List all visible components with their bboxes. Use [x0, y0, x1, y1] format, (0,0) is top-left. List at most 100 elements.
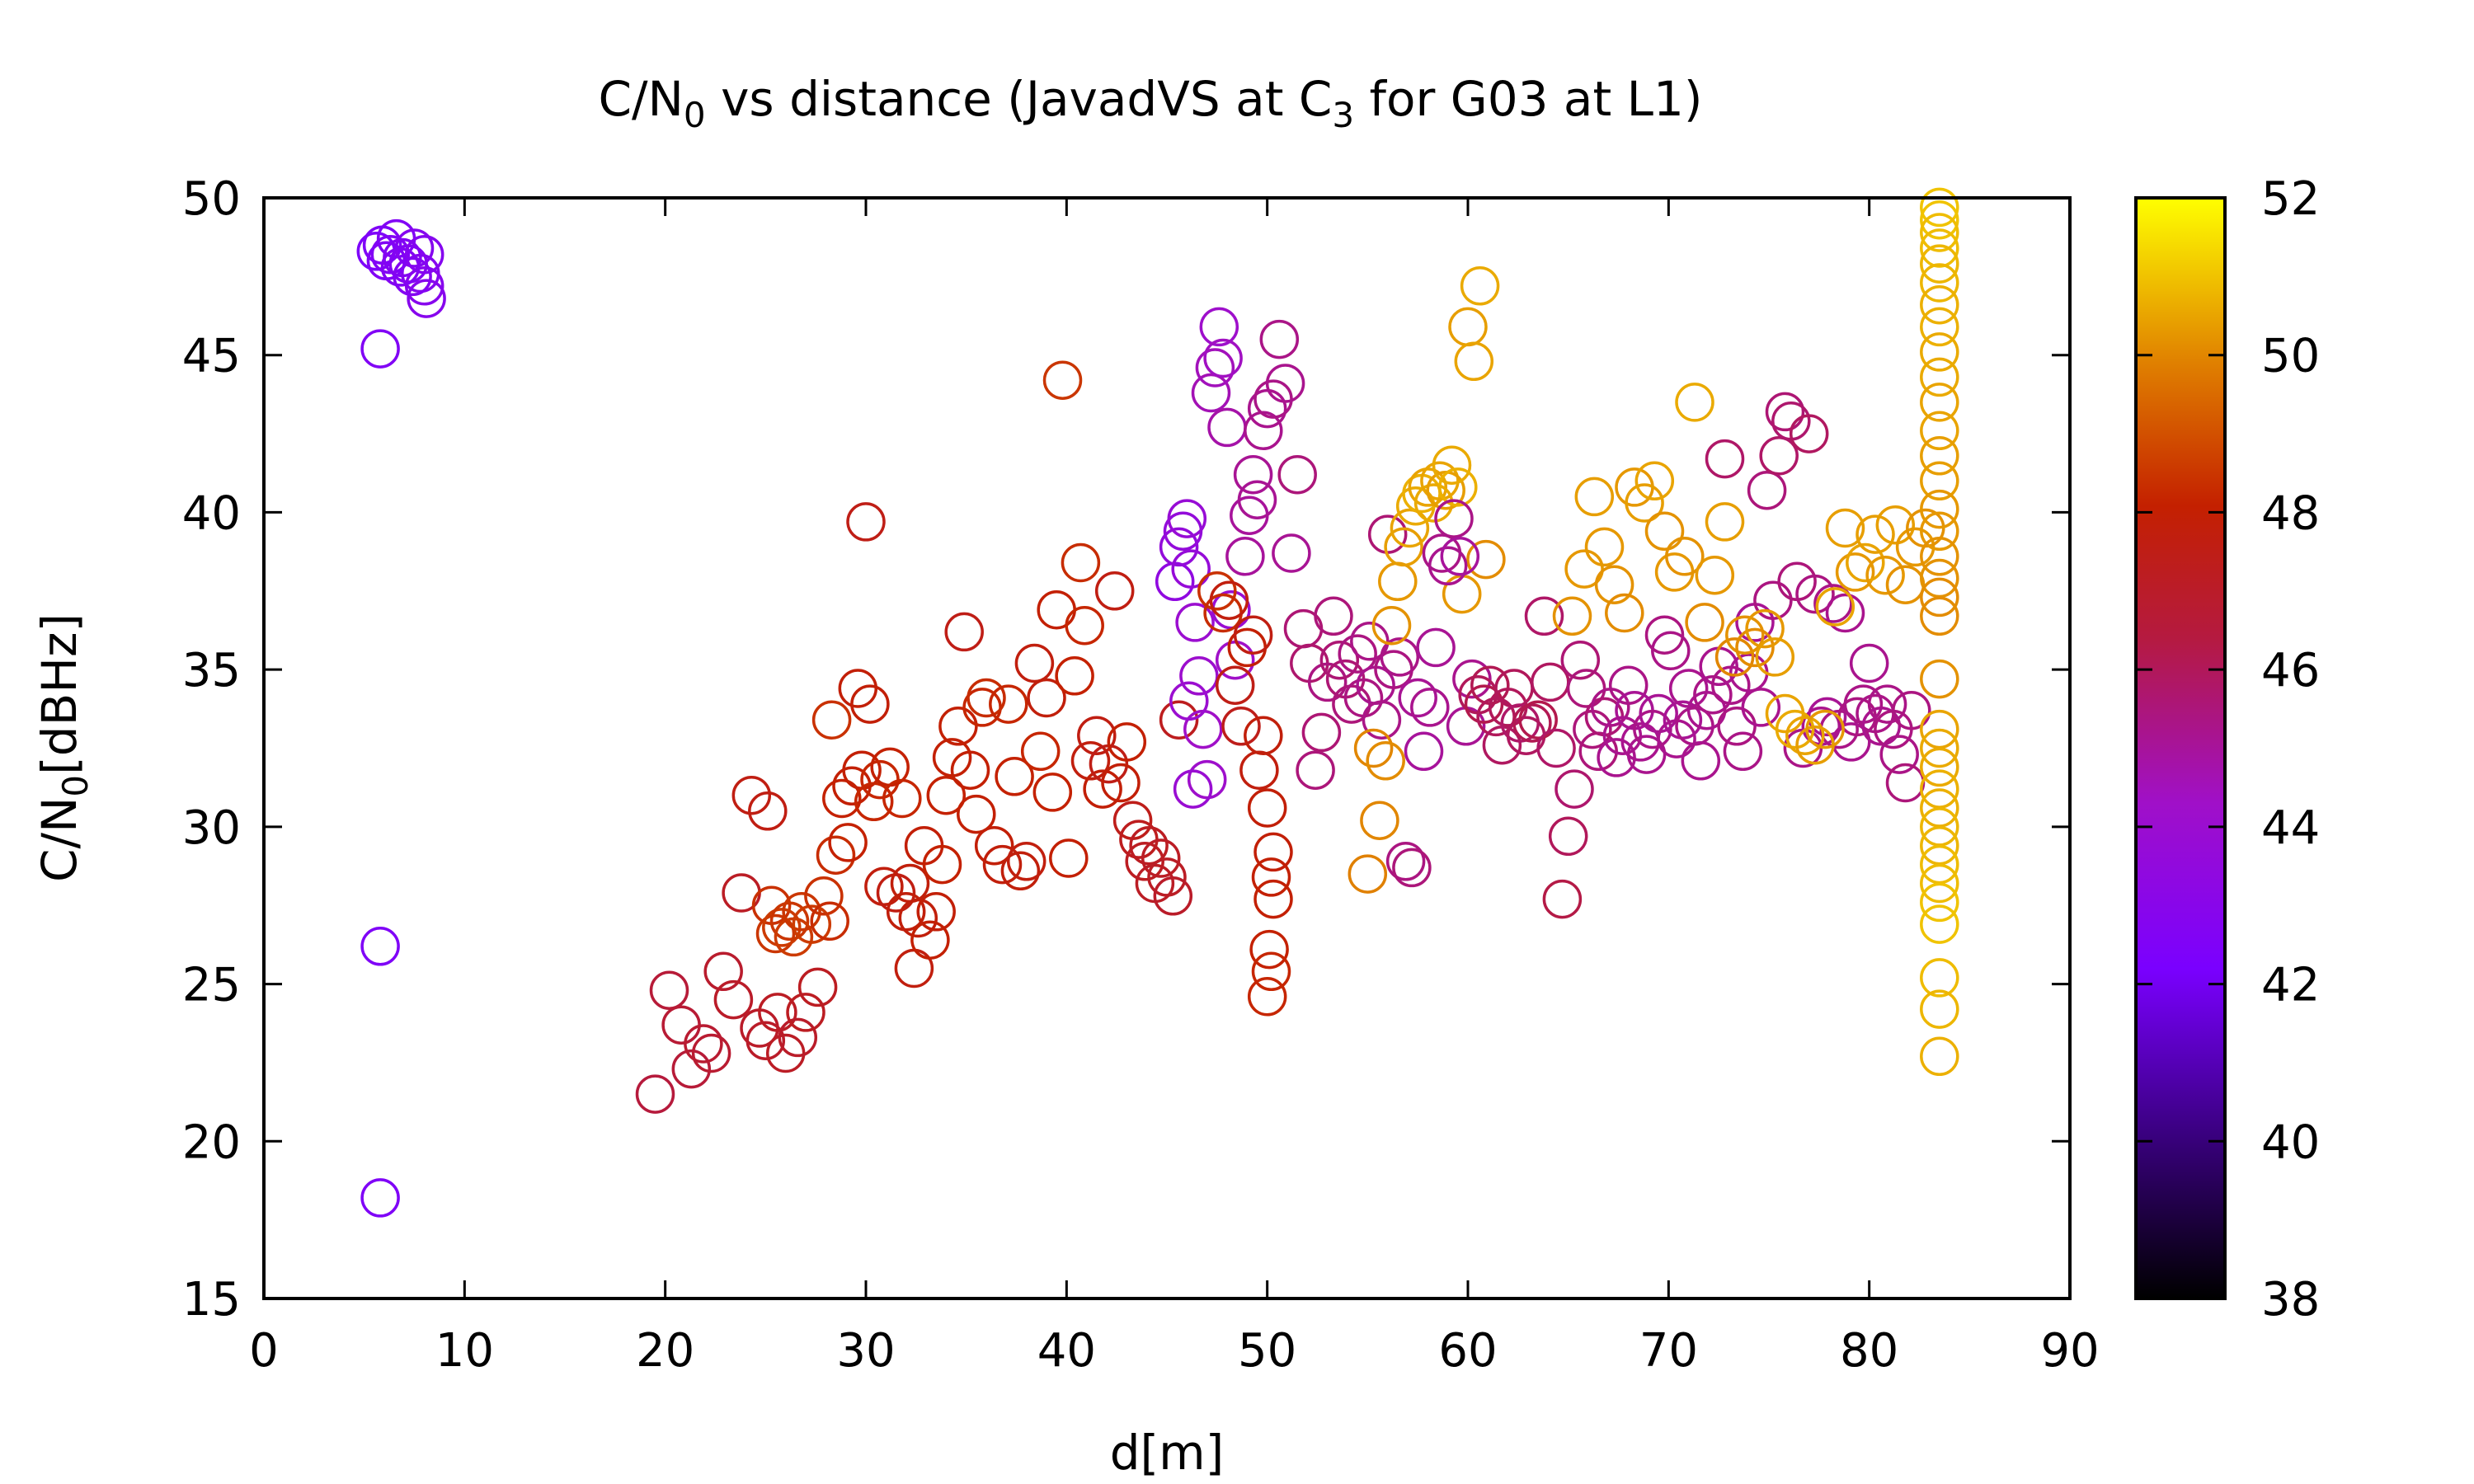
data-point	[1879, 735, 1919, 774]
data-point	[1920, 411, 1959, 451]
data-point	[1920, 825, 1959, 866]
data-point	[1398, 678, 1437, 718]
data-point	[822, 778, 862, 819]
data-point	[1789, 414, 1829, 453]
data-point	[1244, 716, 1283, 755]
data-point	[1434, 499, 1474, 538]
data-point	[1867, 684, 1907, 724]
data-point	[1452, 659, 1492, 699]
data-point	[1129, 825, 1169, 866]
data-point	[1307, 662, 1348, 702]
data-point	[778, 1017, 818, 1058]
data-point	[635, 1074, 675, 1114]
data-point	[671, 1049, 712, 1089]
data-point	[1920, 461, 1959, 501]
data-point	[366, 241, 407, 281]
data-point	[1253, 832, 1293, 872]
data-point	[1735, 627, 1775, 668]
data-point	[1920, 747, 1959, 787]
data-point	[898, 898, 938, 938]
data-point	[1920, 769, 1959, 809]
data-point	[1233, 615, 1273, 655]
data-point	[703, 951, 743, 992]
data-point	[1644, 615, 1685, 655]
x-tick-label: 20	[636, 1324, 694, 1378]
data-point	[910, 920, 950, 960]
data-point	[1448, 307, 1488, 347]
data-point	[1155, 561, 1195, 602]
data-point	[1920, 958, 1959, 998]
data-point	[1440, 537, 1480, 576]
data-point	[1466, 539, 1506, 580]
data-point	[755, 913, 796, 954]
y-tick-label: 45	[182, 330, 241, 383]
data-point	[1416, 627, 1456, 668]
data-point	[1301, 712, 1342, 753]
data-point	[1920, 213, 1959, 252]
data-point	[804, 876, 844, 916]
data-point	[1651, 631, 1691, 671]
data-point	[1253, 379, 1293, 419]
data-point	[1920, 904, 1959, 944]
x-tick-label: 40	[1037, 1324, 1096, 1378]
data-point	[1265, 364, 1305, 403]
data-point	[762, 908, 802, 947]
data-point	[1112, 801, 1153, 840]
data-point	[1920, 728, 1959, 768]
data-point	[1552, 596, 1592, 636]
data-point	[1920, 863, 1959, 904]
data-point	[407, 279, 446, 318]
data-point	[926, 775, 967, 815]
x-tick-label: 0	[249, 1324, 279, 1378]
data-point	[1920, 537, 1959, 576]
x-tick-label: 90	[2040, 1324, 2099, 1378]
data-point	[1892, 690, 1931, 730]
data-point	[1775, 709, 1815, 749]
data-point	[1605, 593, 1644, 633]
x-tick-label: 30	[836, 1324, 895, 1378]
data-point	[1384, 527, 1423, 567]
colorbar-tick-label: 38	[2261, 1273, 2320, 1327]
data-point	[1032, 773, 1073, 812]
data-point	[1454, 341, 1494, 382]
data-point	[838, 669, 878, 708]
data-point	[1348, 854, 1388, 894]
data-point	[1147, 857, 1187, 897]
data-point	[1518, 700, 1558, 740]
data-point	[957, 794, 996, 834]
colorbar-tick-label: 46	[2261, 644, 2320, 697]
data-point	[1070, 741, 1111, 781]
y-axis-label: C/N0[dBHz]	[31, 613, 96, 882]
data-point	[811, 700, 852, 740]
data-point	[745, 1021, 786, 1060]
data-point	[1846, 542, 1885, 583]
x-tick-label: 50	[1238, 1324, 1296, 1378]
data-point	[1247, 977, 1287, 1017]
data-point	[1856, 514, 1895, 554]
data-point	[1566, 669, 1606, 708]
data-point	[1548, 816, 1588, 857]
x-axis-label: d[m]	[1110, 1425, 1225, 1481]
data-point	[1920, 200, 1959, 240]
data-point	[1554, 769, 1594, 809]
y-axis: 15 20 25 30 35 40 45 50	[182, 172, 2070, 1327]
colorbar-tick-label: 50	[2261, 330, 2320, 383]
data-point	[967, 678, 1006, 718]
y-tick-label: 40	[182, 486, 241, 540]
data-point	[950, 750, 990, 790]
data-point	[828, 823, 868, 862]
data-point	[1755, 637, 1795, 677]
data-point	[1875, 505, 1916, 545]
data-point	[1524, 596, 1564, 636]
data-point	[1350, 622, 1390, 661]
data-point	[1626, 735, 1667, 774]
data-point	[1665, 537, 1705, 576]
data-point	[1920, 383, 1959, 422]
data-point	[1759, 436, 1799, 476]
data-point	[1920, 357, 1959, 397]
data-point	[1385, 842, 1426, 881]
data-point	[1159, 700, 1199, 740]
data-point	[1865, 555, 1905, 595]
data-point	[1885, 565, 1926, 604]
data-point	[982, 844, 1023, 885]
